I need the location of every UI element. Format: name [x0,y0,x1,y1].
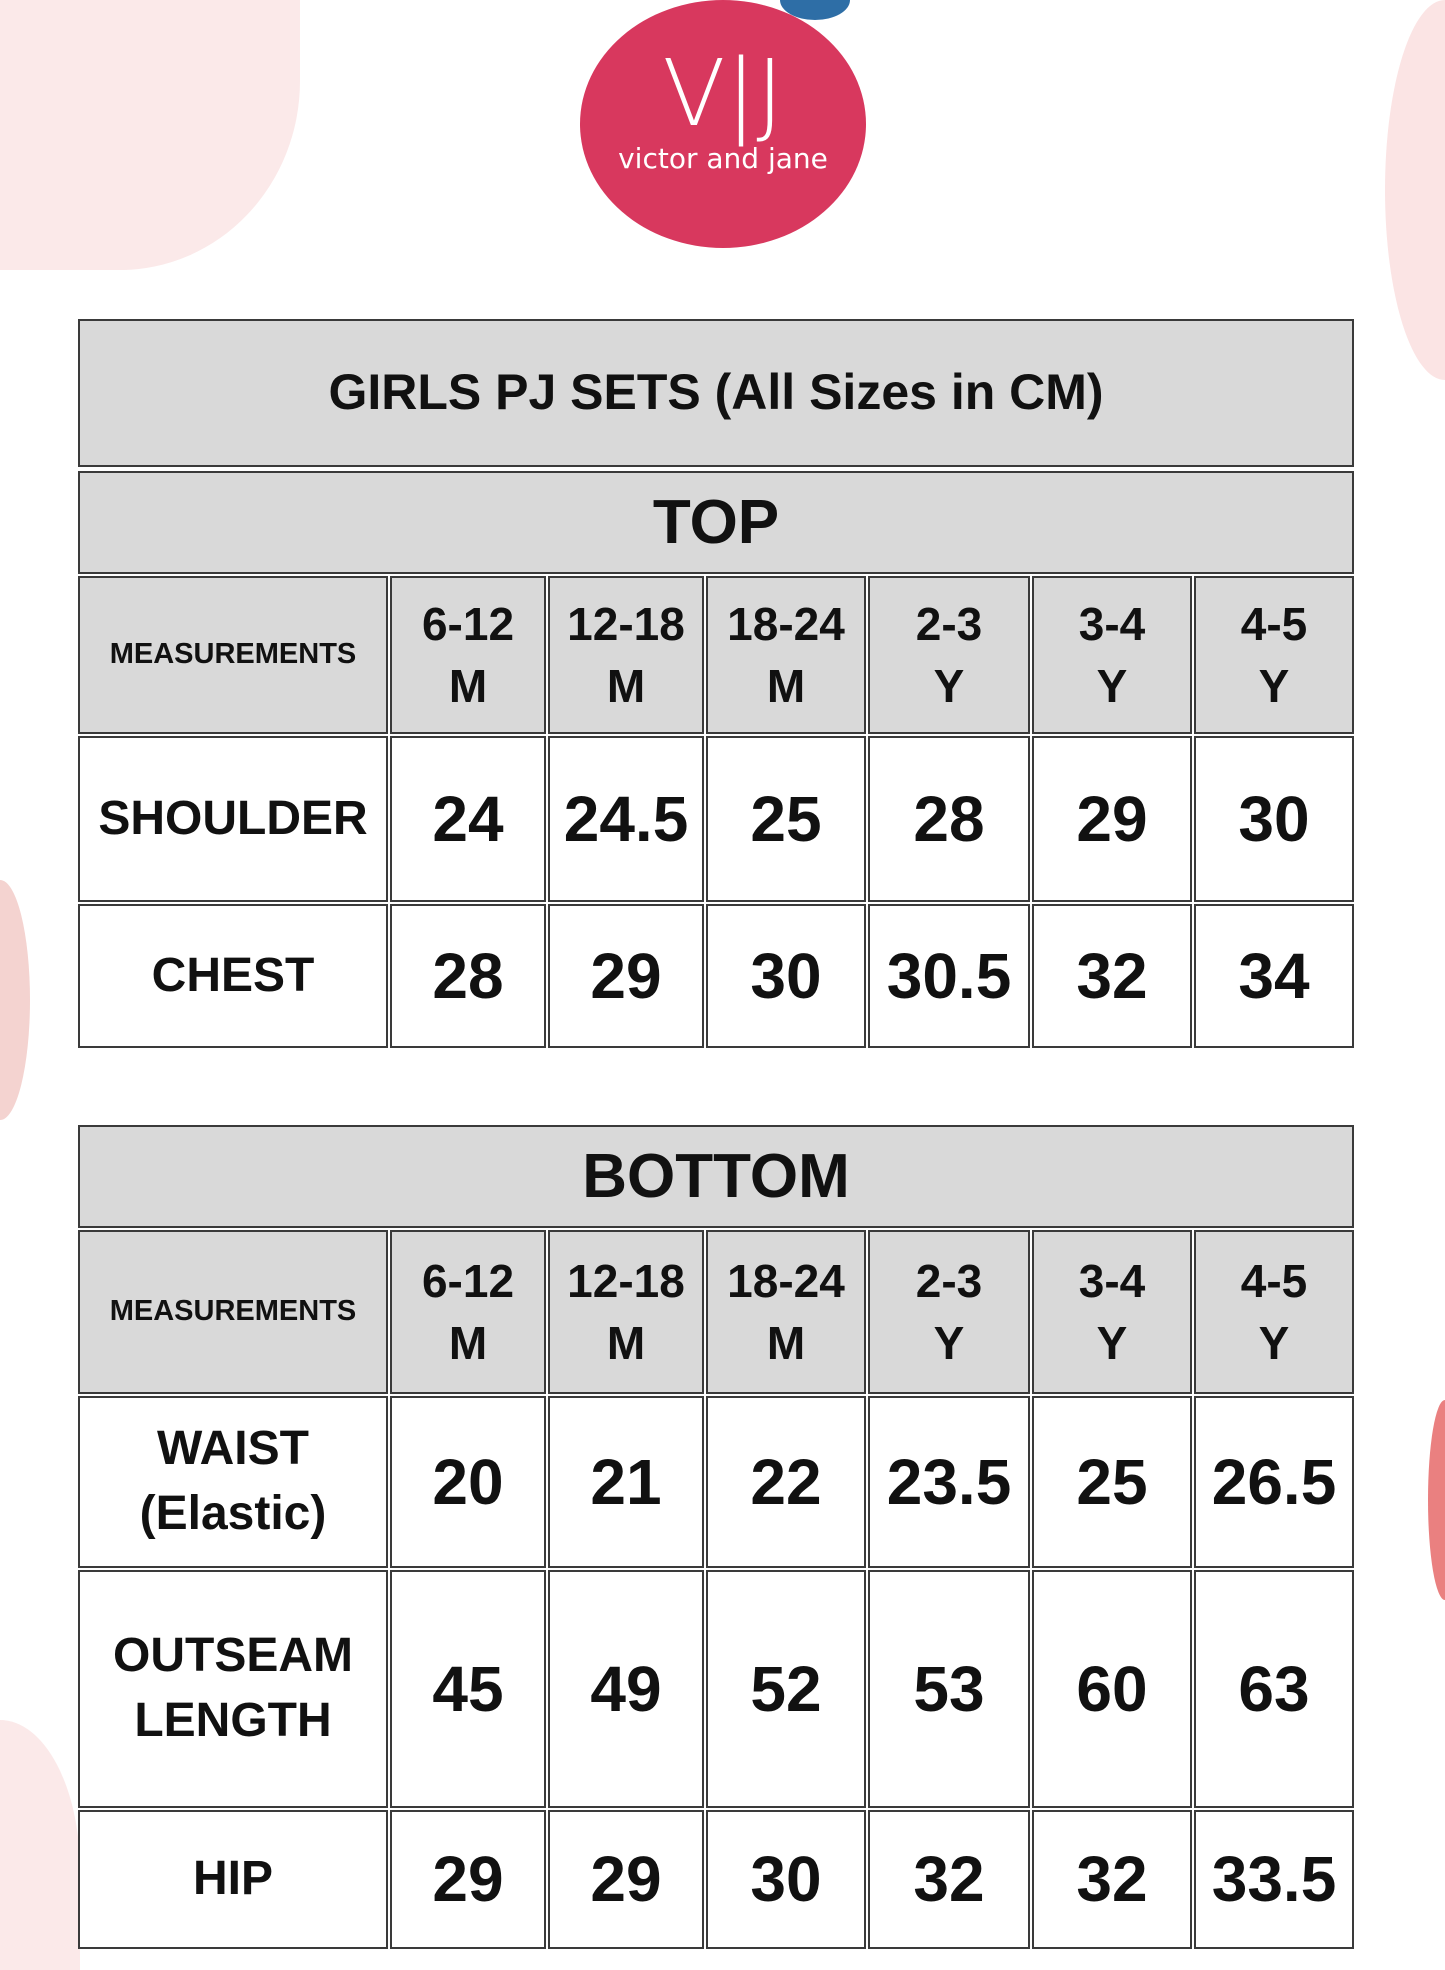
measurement-value: 25 [1032,1396,1192,1568]
measurements-header: MEASUREMENTS [78,576,388,734]
measurement-value: 32 [1032,904,1192,1048]
measurement-value: 32 [1032,1810,1192,1949]
measurement-label: HIP [78,1810,388,1949]
measurement-value: 22 [706,1396,866,1568]
measurement-value: 33.5 [1194,1810,1354,1949]
measurement-value: 63 [1194,1570,1354,1808]
measurement-label: SHOULDER [78,736,388,902]
brand-logo: V|J victor and jane [580,0,866,248]
measurement-label: CHEST [78,904,388,1048]
measurement-value: 28 [390,904,546,1048]
measurement-value: 26.5 [1194,1396,1354,1568]
size-header: 18-24 M [706,1230,866,1394]
size-header: 4-5 Y [1194,1230,1354,1394]
bottom-heading: BOTTOM [78,1125,1354,1228]
measurement-value: 24 [390,736,546,902]
measurement-value: 30 [1194,736,1354,902]
measurement-label: OUTSEAM LENGTH [78,1570,388,1808]
logo-tagline: victor and jane [618,142,828,175]
background-blob [1428,1400,1445,1600]
size-header: 6-12 M [390,576,546,734]
measurement-label: WAIST (Elastic) [78,1396,388,1568]
size-header: 6-12 M [390,1230,546,1394]
measurement-value: 29 [390,1810,546,1949]
measurement-value: 24.5 [548,736,704,902]
measurement-value: 53 [868,1570,1030,1808]
measurement-value: 23.5 [868,1396,1030,1568]
measurement-value: 20 [390,1396,546,1568]
background-blob [0,1720,80,1970]
size-header: 2-3 Y [868,576,1030,734]
measurement-value: 45 [390,1570,546,1808]
chart-title: GIRLS PJ SETS (All Sizes in CM) [78,319,1354,467]
logo-monogram: V|J [662,40,784,147]
background-blob [0,0,300,270]
size-header: 4-5 Y [1194,576,1354,734]
measurement-value: 30 [706,904,866,1048]
measurements-header: MEASUREMENTS [78,1230,388,1394]
measurement-value: 29 [1032,736,1192,902]
background-blob [0,880,30,1120]
size-header: 18-24 M [706,576,866,734]
measurement-value: 29 [548,904,704,1048]
measurement-value: 49 [548,1570,704,1808]
size-header: 3-4 Y [1032,576,1192,734]
measurement-value: 32 [868,1810,1030,1949]
size-header: 2-3 Y [868,1230,1030,1394]
measurement-value: 21 [548,1396,704,1568]
measurement-value: 30 [706,1810,866,1949]
size-header: 12-18 M [548,1230,704,1394]
measurement-value: 28 [868,736,1030,902]
measurement-value: 52 [706,1570,866,1808]
measurement-value: 60 [1032,1570,1192,1808]
background-blob [1385,0,1445,380]
top-heading: TOP [78,471,1354,574]
measurement-value: 29 [548,1810,704,1949]
logo-accent-dot [780,0,850,20]
size-header: 3-4 Y [1032,1230,1192,1394]
measurement-value: 25 [706,736,866,902]
measurement-value: 30.5 [868,904,1030,1048]
size-header: 12-18 M [548,576,704,734]
measurement-value: 34 [1194,904,1354,1048]
